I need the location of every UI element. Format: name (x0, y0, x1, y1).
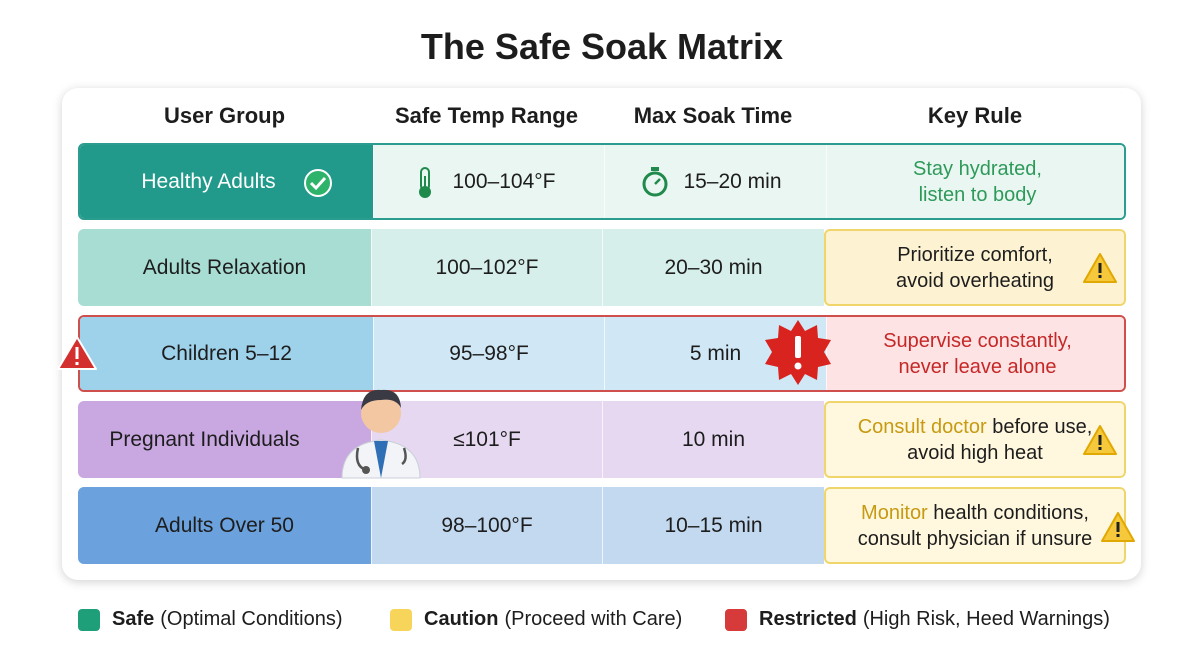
legend-swatch (390, 608, 412, 631)
stopwatch-icon (642, 167, 668, 197)
legend-item: Caution (Proceed with Care) (390, 608, 682, 631)
column-header: Safe Temp Range (395, 103, 578, 128)
temp-cell: 100–102°F (371, 229, 602, 306)
temp-range: ≤101°F (453, 427, 521, 451)
legend-swatch (78, 608, 100, 631)
max-time: 20–30 min (664, 255, 763, 279)
table-row: Healthy Adults 100–104°F 15–20 min Stay hyd… (78, 143, 1126, 220)
time-cell: 15–20 min (604, 145, 826, 218)
key-rule-highlight: Monitor (861, 501, 928, 524)
caution-icon (1101, 512, 1135, 542)
legend-label: Caution (424, 608, 499, 630)
table-header: User Group Safe Temp Range Max Soak Time Ke… (78, 98, 1126, 134)
temp-cell: 100–104°F (373, 145, 604, 218)
user-group: Adults Relaxation (142, 255, 307, 279)
user-group-cell: Adults Relaxation (78, 229, 371, 306)
time-cell: 10–15 min (602, 487, 824, 564)
key-rule-text: Stay hydrated, listen to body (913, 157, 1042, 206)
key-rule-highlight: Consult doctor (857, 415, 987, 438)
temp-cell: 95–98°F (373, 317, 604, 390)
time-cell: 5 min (604, 317, 826, 390)
key-rule-cell: Monitor health conditions, consult physi… (824, 487, 1126, 564)
user-group: Children 5–12 (161, 341, 292, 365)
thermometer-icon (419, 167, 431, 198)
temp-range: 98–100°F (441, 513, 533, 537)
key-rule-text: before use, avoid high heat (907, 415, 1093, 464)
caution-icon (1083, 253, 1117, 283)
key-rule-text: health conditions, consult physician if … (857, 501, 1093, 550)
column-header: Max Soak Time (633, 103, 793, 128)
key-rule-cell: Stay hydrated, listen to body (826, 145, 1124, 218)
user-group: Pregnant Individuals (109, 427, 300, 451)
title: The Safe Soak Matrix (420, 26, 784, 67)
legend-description: (High Risk, Heed Warnings) (862, 608, 1110, 630)
legend-label: Safe (112, 608, 155, 630)
doctor-icon (341, 389, 421, 479)
max-time: 10 min (681, 427, 746, 451)
temp-range: 100–102°F (435, 255, 539, 279)
legend-label: Restricted (759, 608, 857, 630)
key-rule: Prioritize comfort, avoid overheating (875, 242, 1075, 294)
key-rule-cell: Supervise constantly, never leave alone (826, 317, 1124, 390)
user-group: Adults Over 50 (155, 513, 294, 537)
max-time: 15–20 min (683, 169, 782, 193)
key-rule-cell: Consult doctor before use, avoid high he… (824, 401, 1126, 478)
key-rule-text: Supervise constantly, never leave alone (883, 329, 1072, 378)
danger-badge (765, 320, 831, 385)
column-header: Key Rule (927, 103, 1023, 128)
legend-item: Safe (Optimal Conditions) (78, 608, 343, 631)
temp-range: 100–104°F (452, 169, 556, 193)
caution-icon (1083, 425, 1117, 455)
table-row: Children 5–12 95–98°F 5 min Supervise const… (78, 315, 1126, 392)
table-row: Adults Over 50 98–100°F 10–15 min Monitor h… (78, 487, 1126, 564)
user-group-cell: Adults Over 50 (78, 487, 371, 564)
key-rule: Supervise constantly, never leave alone (863, 328, 1093, 380)
check-icon (304, 169, 332, 197)
temp-cell: 98–100°F (371, 487, 602, 564)
key-rule: Consult doctor before use, avoid high he… (855, 414, 1095, 466)
time-cell: 20–30 min (602, 229, 824, 306)
legend-swatch (725, 608, 747, 631)
user-group-cell: Children 5–12 (80, 317, 373, 390)
key-rule-text: Prioritize comfort, avoid overheating (896, 243, 1054, 292)
max-time: 10–15 min (664, 513, 763, 537)
key-rule: Monitor health conditions, consult physi… (840, 500, 1110, 552)
key-rule-cell: Prioritize comfort, avoid overheating (824, 229, 1126, 306)
table-row: Pregnant Individuals ≤101°F 10 min Consult … (78, 401, 1126, 478)
user-group: Healthy Adults (141, 169, 276, 193)
temp-range: 95–98°F (449, 341, 529, 365)
legend-description: (Optimal Conditions) (160, 608, 343, 630)
warning-icon (57, 336, 97, 370)
user-group-cell: Pregnant Individuals (78, 401, 371, 478)
legend-description: (Proceed with Care) (504, 608, 683, 630)
table-row: Adults Relaxation 100–102°F 20–30 min Prior… (78, 229, 1126, 306)
max-time: 5 min (689, 341, 742, 365)
time-cell: 10 min (602, 401, 824, 478)
column-header: User Group (163, 103, 286, 128)
key-rule: Stay hydrated, listen to body (893, 156, 1063, 208)
legend-item: Restricted (High Risk, Heed Warnings) (725, 608, 1110, 631)
